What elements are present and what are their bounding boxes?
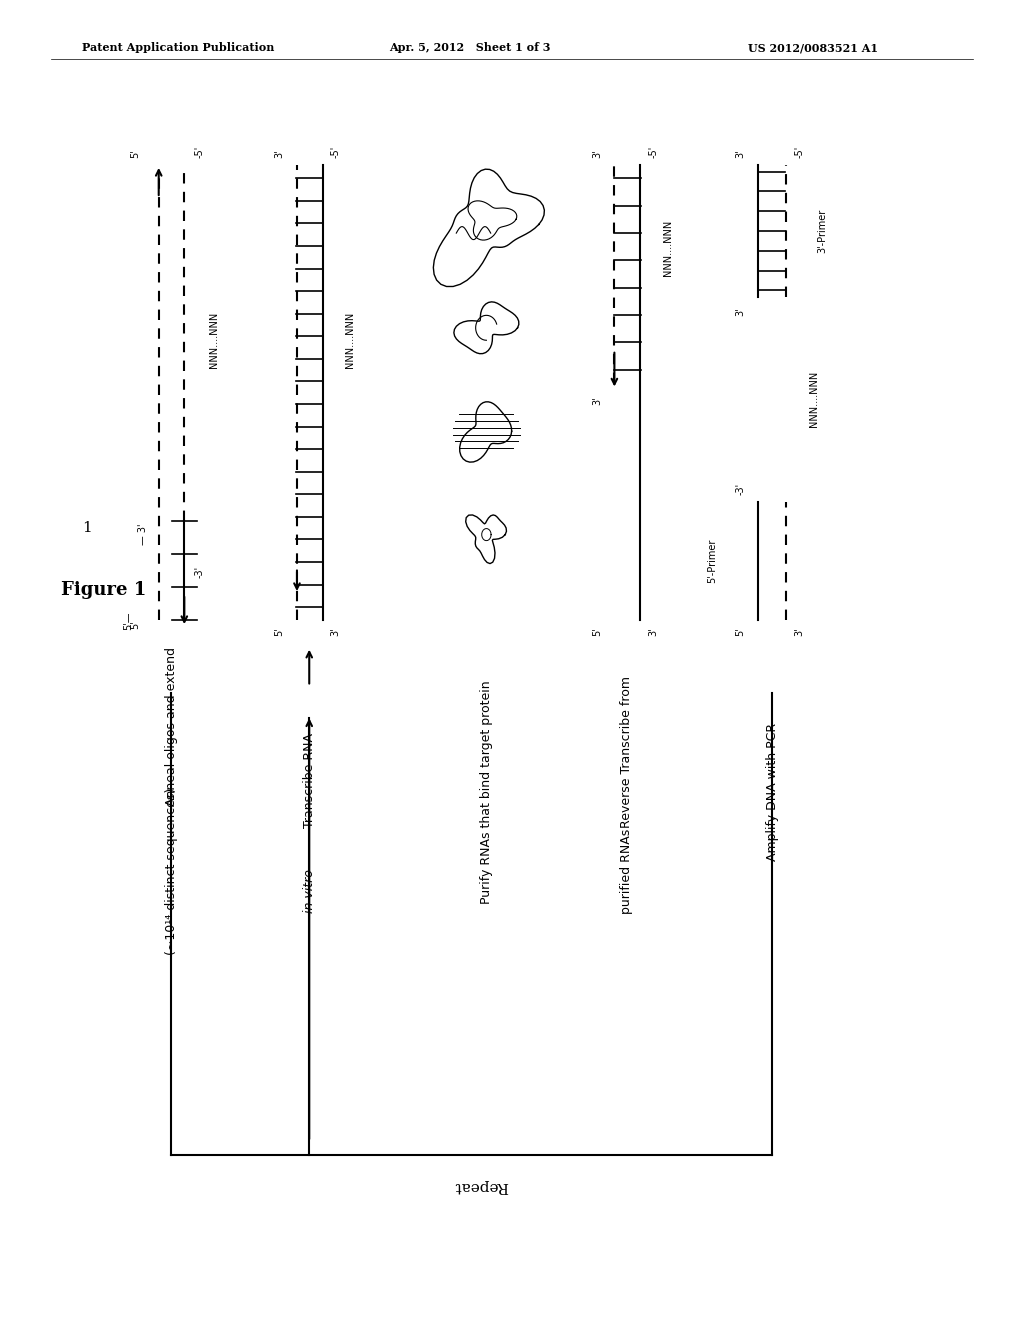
Text: -5': -5' — [195, 147, 205, 158]
Text: in vitro: in vitro — [303, 869, 315, 913]
Text: Anneal oligos and extend: Anneal oligos and extend — [165, 647, 177, 805]
Text: US 2012/0083521 A1: US 2012/0083521 A1 — [748, 42, 878, 53]
Text: 3': 3' — [331, 627, 341, 636]
Text: NNN....NNN: NNN....NNN — [209, 312, 219, 368]
Text: 5': 5' — [130, 620, 140, 630]
Text: purified RNAs: purified RNAs — [621, 829, 633, 913]
Text: 5'-Primer: 5'-Primer — [707, 539, 717, 583]
Text: Transcribe RNA: Transcribe RNA — [303, 729, 315, 829]
Text: 1: 1 — [82, 521, 92, 535]
Text: 5': 5' — [130, 149, 140, 158]
Text: — 3': — 3' — [138, 524, 148, 545]
Text: -5': -5' — [648, 147, 658, 158]
Text: -5': -5' — [795, 147, 805, 158]
Text: 3': 3' — [592, 149, 602, 158]
Text: -3': -3' — [735, 483, 745, 495]
Text: 3': 3' — [735, 149, 745, 158]
Text: 3': 3' — [795, 627, 805, 636]
Text: 3'-Primer: 3'-Primer — [817, 209, 827, 253]
Text: 5': 5' — [592, 627, 602, 636]
Text: NNN....NNN: NNN....NNN — [345, 312, 355, 368]
Text: 3': 3' — [592, 396, 602, 405]
Text: -3': -3' — [195, 565, 205, 578]
Text: NNN....NNN: NNN....NNN — [809, 371, 819, 428]
Text: (~10¹⁴ distinct sequences): (~10¹⁴ distinct sequences) — [165, 788, 177, 954]
Text: Amplify DNA with PCR: Amplify DNA with PCR — [766, 723, 778, 861]
Text: NNN....NNN: NNN....NNN — [663, 219, 673, 276]
Text: Patent Application Publication: Patent Application Publication — [82, 42, 274, 53]
Text: Repeat: Repeat — [454, 1179, 509, 1193]
Text: -5': -5' — [331, 147, 341, 158]
Text: Apr. 5, 2012   Sheet 1 of 3: Apr. 5, 2012 Sheet 1 of 3 — [389, 42, 551, 53]
Text: 5': 5' — [735, 627, 745, 636]
Text: 3': 3' — [648, 627, 658, 636]
Text: Figure 1: Figure 1 — [61, 581, 146, 599]
Text: 3': 3' — [274, 149, 285, 158]
Text: 5'—: 5'— — [123, 611, 133, 630]
Text: Purify RNAs that bind target protein: Purify RNAs that bind target protein — [480, 680, 493, 904]
Text: Reverse Transcribe from: Reverse Transcribe from — [621, 676, 633, 829]
Text: 5': 5' — [274, 627, 285, 636]
Text: 3': 3' — [735, 308, 745, 317]
